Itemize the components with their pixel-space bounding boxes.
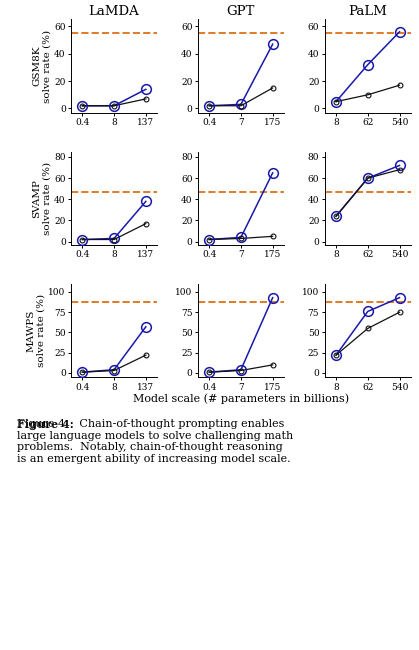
Title: PaLM: PaLM (348, 5, 387, 18)
Title: LaMDA: LaMDA (89, 5, 140, 18)
Text: Figure 4:   Chain-of-thought prompting enables
large language models to solve ch: Figure 4: Chain-of-thought prompting ena… (17, 419, 293, 464)
Y-axis label: GSM8K
solve rate (%): GSM8K solve rate (%) (32, 29, 52, 103)
Y-axis label: MAWPS
solve rate (%): MAWPS solve rate (%) (26, 294, 46, 367)
Y-axis label: SVAMP
solve rate (%): SVAMP solve rate (%) (32, 162, 52, 235)
Title: GPT: GPT (227, 5, 255, 18)
Text: Model scale (# parameters in billions): Model scale (# parameters in billions) (133, 393, 349, 404)
Text: Figure 4:   Chain-of-thought prompting enables
large language models to solve ch: Figure 4: Chain-of-thought prompting ena… (17, 419, 293, 464)
Text: Figure 4:: Figure 4: (17, 419, 73, 430)
